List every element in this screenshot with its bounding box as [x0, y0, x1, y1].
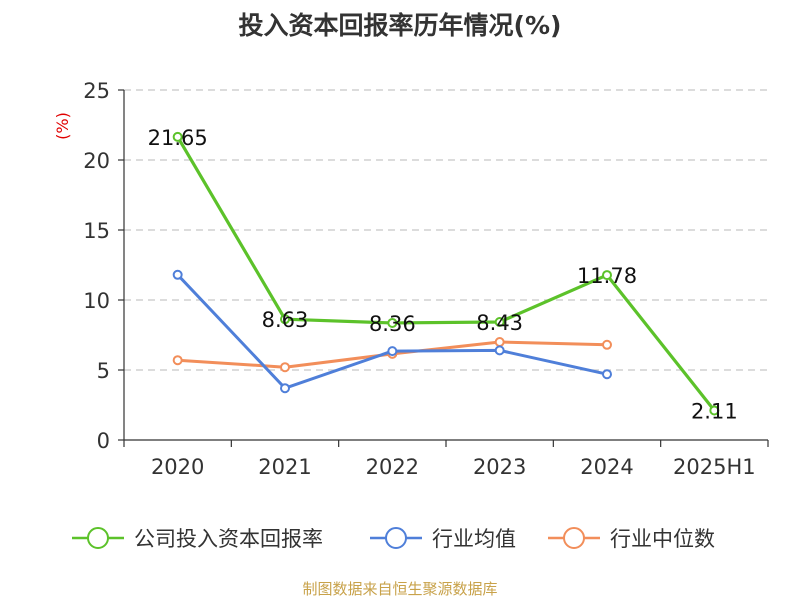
data-point — [387, 346, 398, 357]
y-tick-label: 0 — [97, 429, 110, 453]
data-label: 21.65 — [148, 126, 208, 150]
legend-item: 行业均值 — [370, 527, 516, 551]
legend-label: 行业中位数 — [610, 527, 715, 551]
data-point — [172, 131, 183, 142]
y-tick-label: 20 — [83, 149, 110, 173]
y-tick-label: 15 — [83, 219, 110, 243]
data-label: 2.11 — [691, 399, 738, 423]
x-tick-label: 2025H1 — [673, 455, 756, 479]
data-point — [494, 345, 505, 356]
data-point — [602, 339, 612, 350]
series-line — [176, 136, 716, 412]
data-point — [494, 316, 505, 327]
data-point — [280, 314, 290, 325]
y-tick-label: 10 — [83, 289, 110, 313]
legend-item: 公司投入资本回报率 — [72, 527, 323, 551]
y-tick-label: 5 — [97, 359, 110, 383]
data-point — [387, 317, 398, 328]
grid-lines — [124, 89, 768, 371]
y-axis-unit-label: (%) — [53, 112, 72, 140]
data-point — [172, 355, 183, 366]
data-point — [602, 270, 612, 281]
legend-swatch-marker — [87, 527, 109, 549]
series-lines — [172, 131, 720, 416]
data-label: 8.63 — [262, 308, 309, 332]
data-point — [280, 362, 290, 373]
axes: 0 5 10 15 20 25 2020 2021 2022 2023 2024 2025H1 (%) — [53, 79, 769, 479]
source-note: 制图数据来自恒生聚源数据库 — [302, 580, 498, 598]
legend-label: 公司投入资本回报率 — [134, 527, 323, 551]
data-point — [280, 383, 290, 394]
data-point — [709, 405, 720, 416]
data-label: 8.36 — [369, 312, 416, 336]
x-tick-label: 2021 — [258, 455, 311, 479]
data-point — [602, 369, 612, 380]
x-tick-label: 2023 — [473, 455, 526, 479]
y-tick-label: 25 — [83, 79, 110, 103]
data-point — [494, 337, 505, 347]
legend-swatch-marker — [385, 527, 407, 549]
legend: 公司投入资本回报率 行业均值 行业中位数 — [72, 527, 715, 551]
data-label: 11.78 — [577, 264, 637, 288]
x-tick-label: 2022 — [366, 455, 419, 479]
data-label: 8.43 — [476, 311, 523, 335]
x-tick-label: 2024 — [580, 455, 633, 479]
legend-swatch-marker — [563, 527, 585, 549]
x-tick-label: 2020 — [151, 455, 204, 479]
data-point — [172, 269, 183, 280]
legend-label: 行业均值 — [432, 527, 516, 551]
legend-item: 行业中位数 — [548, 527, 715, 551]
data-labels: 21.65 8.63 8.36 8.43 11.78 2.11 — [148, 126, 738, 424]
chart-title: 投入资本回报率历年情况(%) — [238, 11, 562, 40]
